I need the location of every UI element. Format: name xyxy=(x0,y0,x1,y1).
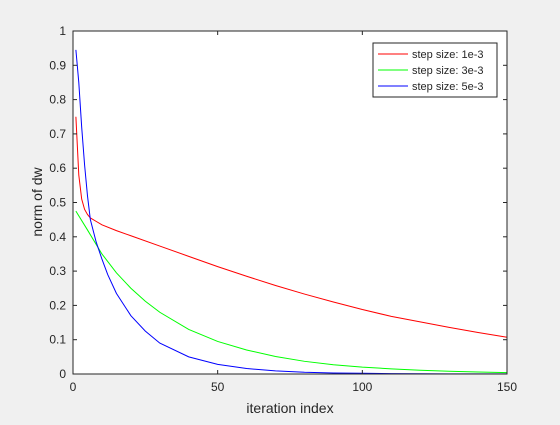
legend-label-3: step size: 5e-3 xyxy=(412,81,484,93)
y-tick-label: 0.4 xyxy=(49,230,66,244)
y-axis: 0 0.1 0.2 0.3 0.4 0.5 0.6 0.7 0.8 0.9 1 xyxy=(49,24,507,381)
y-tick-label: 0.5 xyxy=(49,196,66,210)
y-tick-label: 0.6 xyxy=(49,161,66,175)
y-tick-label: 0.1 xyxy=(49,333,66,347)
series-line-2 xyxy=(75,210,508,374)
y-tick-label: 1 xyxy=(59,24,66,38)
x-tick-label: 100 xyxy=(352,380,372,394)
y-axis-label: norm of dw xyxy=(29,166,45,236)
series-line-1 xyxy=(75,116,508,338)
x-tick-label: 50 xyxy=(211,380,225,394)
y-tick-label: 0.7 xyxy=(49,127,66,141)
y-tick-label: 0.2 xyxy=(49,298,66,312)
y-tick-label: 0.3 xyxy=(49,264,66,278)
x-axis-label: iteration index xyxy=(246,400,333,416)
y-tick-label: 0.9 xyxy=(49,58,66,72)
legend-label-2: step size: 3e-3 xyxy=(412,65,484,77)
x-axis: 0 50 100 150 xyxy=(70,31,517,394)
legend: step size: 1e-3 step size: 3e-3 step size:… xyxy=(372,42,498,98)
y-tick-label: 0.8 xyxy=(49,93,66,107)
y-tick-label: 0 xyxy=(59,367,66,381)
x-tick-label: 150 xyxy=(497,380,517,394)
x-tick-label: 0 xyxy=(70,380,77,394)
legend-label-1: step size: 1e-3 xyxy=(412,49,484,61)
